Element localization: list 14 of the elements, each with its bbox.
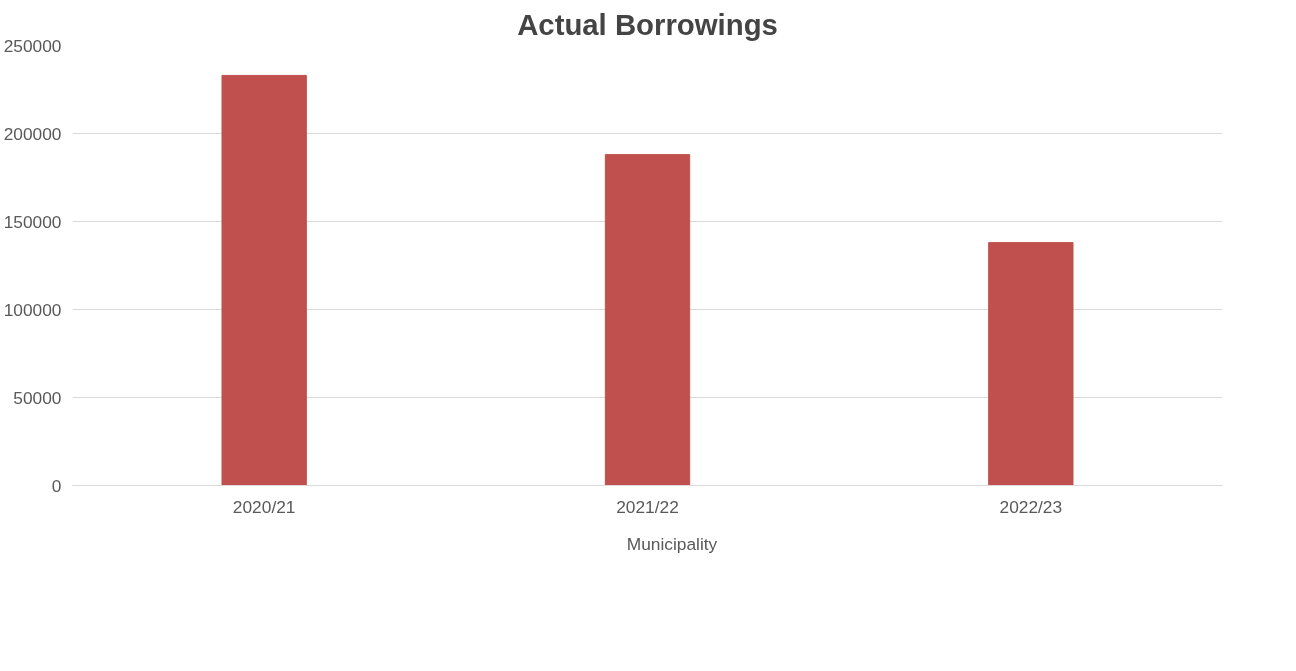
x-tick-label: 2020/21 <box>232 496 296 517</box>
text: Municipality <box>626 533 718 555</box>
x-tick-label: 2021/22 <box>616 496 679 517</box>
y-tick-label: 250000 <box>3 35 62 56</box>
y-tick-label: 0 <box>51 475 62 496</box>
y-tick-label: 100000 <box>3 299 62 320</box>
chart-title: Actual Borrowings <box>517 7 778 41</box>
bar <box>988 242 1074 486</box>
y-tick-label: 150000 <box>3 211 62 232</box>
bar <box>604 154 691 486</box>
y-tick-label: 50000 <box>13 387 62 408</box>
y-tick-label: 200000 <box>3 123 62 144</box>
bar <box>221 74 307 486</box>
x-tick-label: 2022/23 <box>999 496 1063 517</box>
